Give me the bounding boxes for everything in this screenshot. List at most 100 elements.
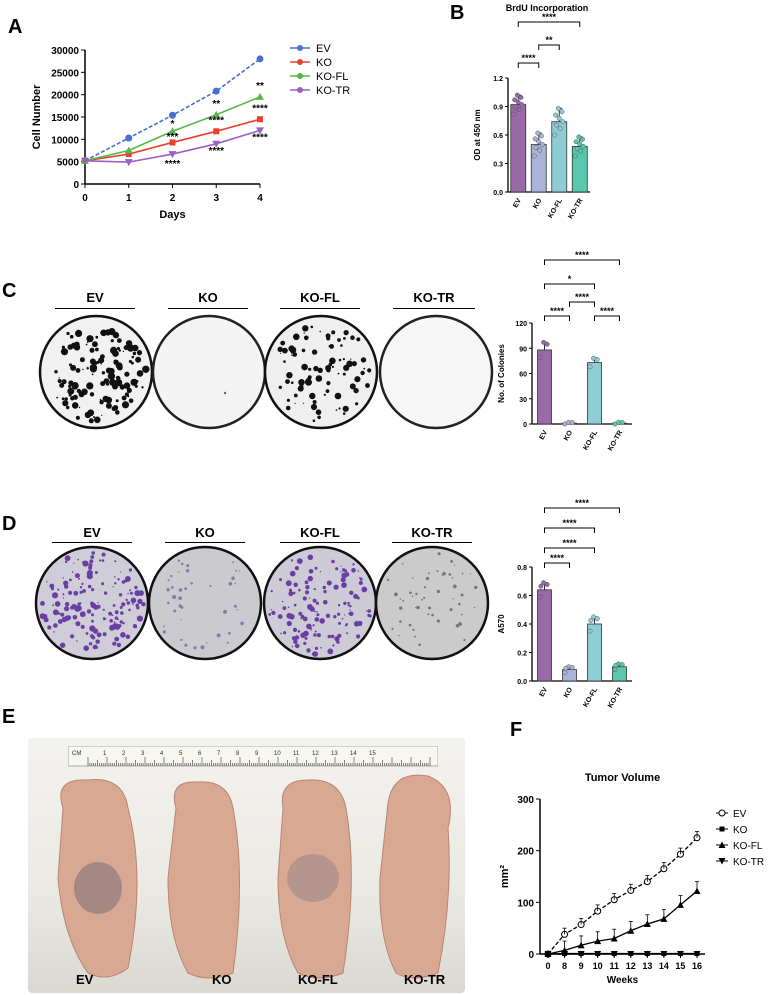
significance-label: *** [167,132,179,143]
colony-dot [288,588,293,592]
y-tick-label: 0 [73,180,79,191]
y-tick-label: 0.6 [493,133,503,140]
colony-dot [317,367,323,373]
colony-dot [134,590,141,597]
colony-dot [105,402,112,409]
data-point [125,134,133,142]
colony-dot [342,372,346,376]
colony-dot [108,611,112,616]
colony-dot [90,601,94,606]
colony-dot [75,605,82,612]
colony-dot [367,609,372,613]
x-tick-label: 0 [82,193,88,204]
colony-dot [94,416,101,424]
colony-dot [399,620,402,623]
colony-dot [354,376,361,383]
colony-dot [100,331,102,334]
colony-dot [99,400,104,405]
colony-dot [76,640,78,642]
plate-ev-colonies [38,314,154,430]
colony-dot [268,613,272,616]
significance-label: ** [212,99,220,110]
data-point [580,136,585,142]
colony-dot [64,560,68,564]
colony-dot [305,585,310,590]
colony-dot [113,621,116,624]
colony-dot [115,410,120,415]
colony-dot [69,578,72,582]
colony-dot [340,344,343,347]
colony-dot [141,386,144,389]
colony-dot [323,393,326,396]
ruler-number: 8 [236,751,240,757]
colony-dot [52,604,54,607]
data-point [561,951,569,958]
colony-dot [119,620,123,624]
x-tick-label: 2 [170,193,176,204]
ruler-number: 3 [141,751,145,757]
colony-dot [103,591,108,595]
colony-dot [349,609,351,611]
colony-dot [448,573,452,576]
y-tick-label: 0.6 [517,594,527,601]
colony-dot [91,619,94,623]
colony-dot [119,606,123,609]
panel-label-a: A [8,16,23,38]
bar-ev [537,589,552,682]
colony-dot [135,356,142,363]
colony-dot [298,611,303,616]
y-tick-label: 10000 [51,135,79,146]
colony-dot [286,372,293,379]
colony-dot [306,623,312,630]
colony-dot [80,624,85,629]
ruler-number: 13 [331,751,338,757]
y-tick-label: 5000 [57,158,80,169]
colony-dot [451,577,454,579]
colony-dot [293,333,300,341]
colony-dot [283,631,287,635]
colony-dot [350,358,352,360]
colony-dot [323,599,328,605]
colony-dot [86,573,89,575]
colony-dot [82,560,89,567]
data-point [557,125,563,131]
significance-bracket [538,44,560,50]
colony-dot [340,577,346,583]
colony-dot [95,639,100,644]
colony-dot [136,606,140,610]
colony-dot [62,400,69,407]
colony-dot [412,628,415,631]
plate-d-underline-ev [52,542,132,543]
colony-dot [345,623,348,626]
colony-dot [327,648,334,655]
colony-dot [454,564,456,566]
colony-dot [93,604,99,610]
colony-dot [270,609,272,611]
colony-dot [59,382,65,388]
colony-dot [88,418,94,424]
colony-dot [286,612,293,619]
colony-dot [61,345,65,349]
colony-dot [232,561,234,564]
colony-dot [304,338,307,341]
colony-dot [294,566,299,571]
data-point [544,341,550,347]
colony-dot [88,563,93,568]
data-point [518,95,524,100]
colony-dot [363,367,366,370]
series-line-ev [547,837,698,955]
colony-dot [79,611,86,618]
colony-dot [306,648,311,653]
significance-label: **** [165,159,181,170]
colony-dot [338,358,342,362]
plate-d-label-kofl: KO-FL [300,525,340,540]
colony-dot [278,385,282,389]
colony-dot [105,367,112,374]
colony-dot [96,632,102,638]
data-point [515,99,521,105]
colony-dot [132,603,134,605]
data-point [594,616,600,622]
colony-dot [105,396,113,404]
colony-dot [326,580,332,586]
colony-dot [283,360,286,363]
